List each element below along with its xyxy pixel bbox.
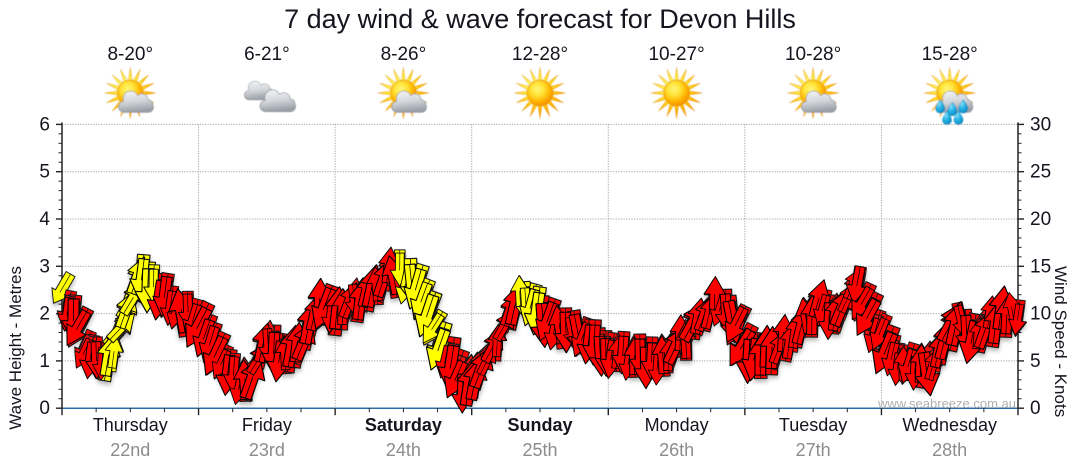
svg-text:1: 1 [39, 351, 50, 372]
svg-text:0: 0 [1030, 398, 1041, 419]
svg-text:5: 5 [1030, 351, 1041, 372]
svg-text:4: 4 [39, 209, 50, 230]
svg-text:2: 2 [39, 304, 50, 325]
svg-text:10: 10 [1030, 304, 1051, 325]
svg-text:5: 5 [39, 162, 50, 183]
svg-text:20: 20 [1030, 209, 1051, 230]
svg-text:15: 15 [1030, 256, 1051, 277]
svg-text:6: 6 [39, 114, 50, 135]
svg-text:0: 0 [39, 398, 50, 419]
svg-text:25: 25 [1030, 162, 1051, 183]
svg-text:30: 30 [1030, 114, 1051, 135]
svg-text:3: 3 [39, 256, 50, 277]
